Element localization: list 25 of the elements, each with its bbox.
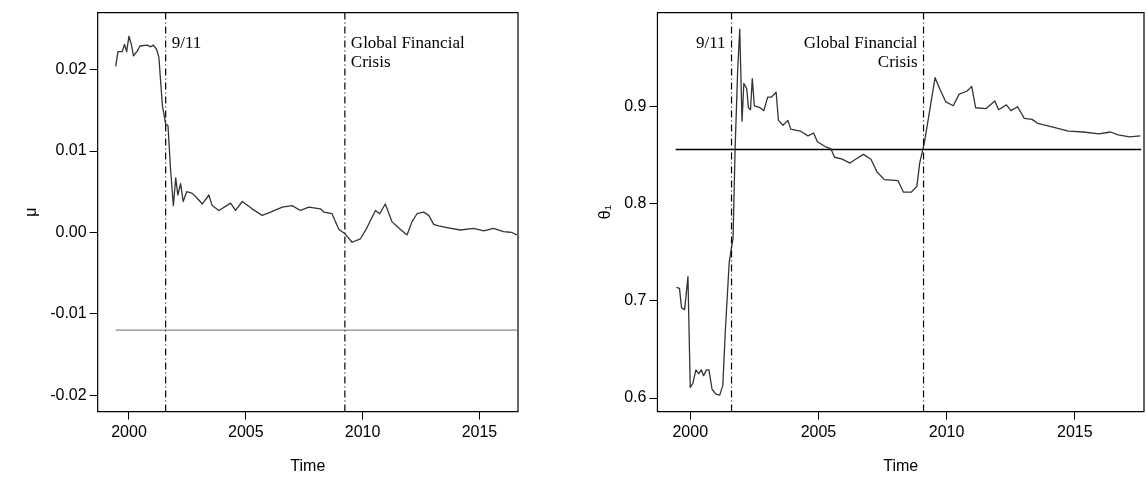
x-tick-label: 2000 [111,422,147,440]
x-axis-title: Time [883,456,919,474]
y-tick-label: 0.02 [55,60,87,78]
annotation: 9/11 [695,32,726,52]
y-tick-label: 0.7 [624,291,647,309]
y-tick-label: -0.02 [50,385,87,403]
y-tick-label: 0.01 [55,141,87,159]
y-tick-label: -0.01 [50,304,87,322]
x-tick-label: 2005 [800,422,837,440]
x-tick-label: 2015 [1056,422,1093,440]
x-tick-label: 2000 [672,422,709,440]
y-tick-label: 0.6 [624,388,647,406]
y-tick-label: 0.00 [55,222,87,240]
annotation: Global Financial Crisis [350,32,465,71]
annotation: Global Financial Crisis [803,32,918,71]
y-axis-title: θ₁ [596,204,614,220]
x-tick-label: 2005 [228,422,264,440]
y-tick-label: 0.8 [624,194,647,212]
y-tick-label: 0.9 [624,97,647,115]
x-axis-title: Time [290,456,326,474]
annotation: 9/11 [171,32,202,52]
x-tick-label: 2015 [461,422,498,440]
x-tick-label: 2010 [344,422,381,440]
x-tick-label: 2010 [928,422,965,440]
y-axis-title: μ [22,207,40,217]
